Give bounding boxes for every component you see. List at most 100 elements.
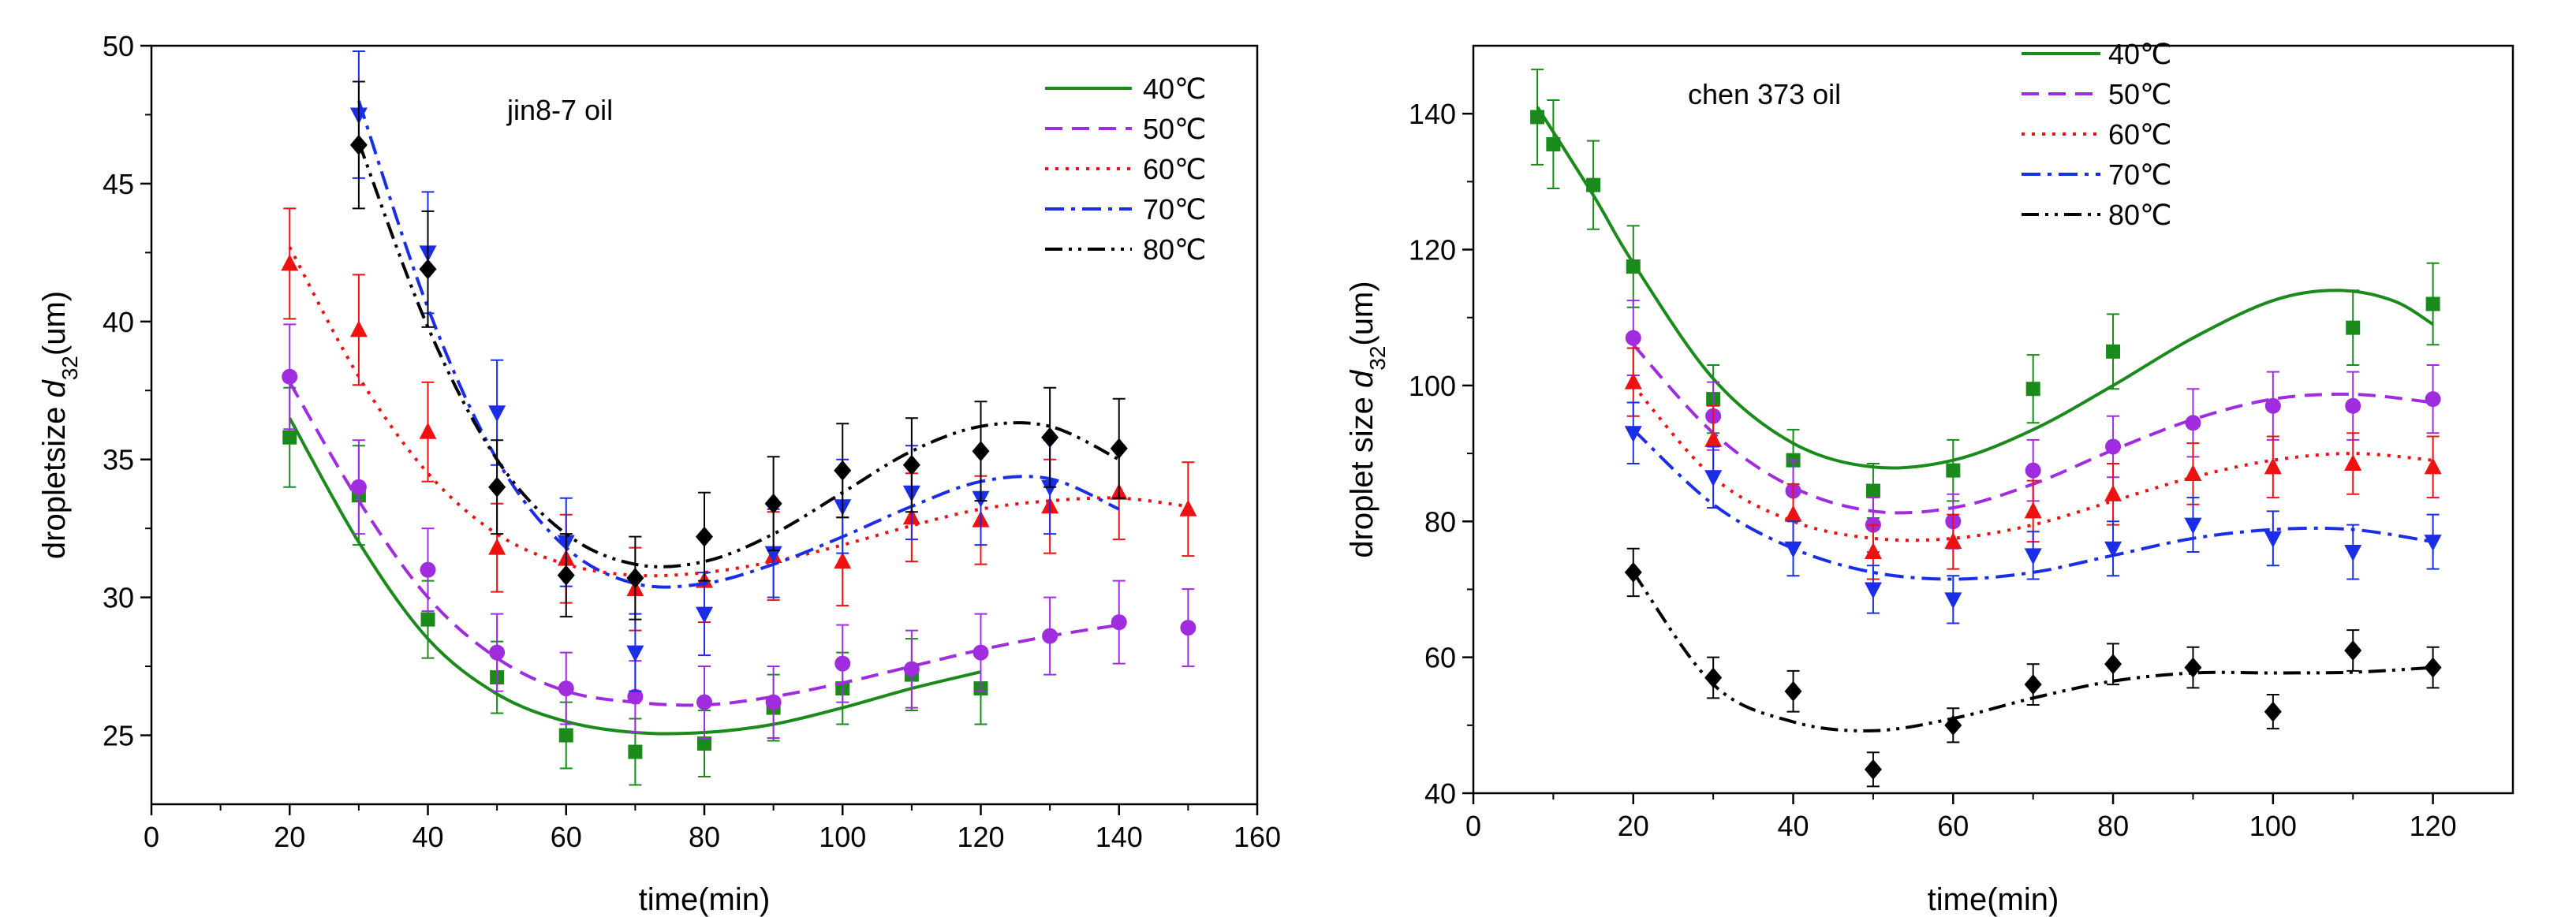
data-point (1624, 372, 1642, 390)
data-point (1041, 427, 1059, 448)
x-tick-label: 20 (274, 821, 305, 853)
data-point (2344, 545, 2362, 562)
y-tick-label: 140 (1409, 98, 1456, 130)
data-point (2344, 454, 2362, 472)
x-tick-label: 60 (1937, 810, 1969, 842)
chart-chen-373-ylabel-suffix: (um) (1345, 281, 1379, 345)
data-point (488, 538, 506, 555)
data-point (282, 430, 297, 445)
data-point (2264, 397, 2281, 414)
chart-chen-373-xlabel: time(min) (1928, 882, 2059, 917)
data-point (2184, 464, 2202, 481)
chart-chen-373-ylabel-prefix: droplet size (1345, 388, 1379, 558)
series-jin8-7-4 (349, 80, 1128, 621)
x-tick-label: 0 (1465, 810, 1481, 842)
data-point (349, 134, 368, 155)
legend-item: 50℃ (2022, 78, 2171, 110)
data-point (2264, 457, 2282, 475)
chart-jin8-7: 0 20 40 60 80 100 120 140 160 25 30 35 40 45 50 jin8-7… (37, 30, 1281, 917)
data-point (1625, 330, 1641, 346)
x-tick-label: 120 (957, 821, 1004, 853)
chart-jin8-7-legend: 40℃ 50℃ 60℃ 70℃ 80℃ (1045, 73, 1206, 266)
chart-chen-373-legend: 40℃ 50℃ 60℃ 70℃ 80℃ (2022, 38, 2171, 231)
data-point (903, 661, 920, 677)
data-point (1944, 714, 1962, 736)
legend-item: 50℃ (1045, 113, 1206, 145)
legend-item: 80℃ (1045, 233, 1206, 266)
chart-jin8-7-ticks: 0 20 40 60 80 100 120 140 160 25 30 35 40 45 50 (103, 30, 1281, 853)
x-tick-label: 80 (689, 821, 720, 853)
chart-chen-373-annotation: chen 373 oil (1688, 78, 1841, 110)
x-tick-label: 100 (2249, 810, 2297, 842)
legend-item: 80℃ (2022, 199, 2171, 231)
data-point (2345, 397, 2361, 414)
chart-jin8-7-annotation: jin8-7 oil (506, 94, 613, 126)
series-chen-373-4 (1624, 547, 2442, 788)
x-tick-label: 40 (412, 821, 443, 853)
x-tick-label: 120 (2410, 810, 2457, 842)
data-point (1864, 542, 1882, 560)
series-chen-373-0 (1530, 69, 2440, 519)
data-point (1041, 479, 1059, 497)
data-point (2425, 296, 2440, 311)
data-point (2025, 462, 2041, 479)
fit-curve (1632, 343, 2433, 515)
data-point (1944, 592, 1962, 609)
data-point (1530, 110, 1545, 125)
data-point (2104, 654, 2122, 675)
data-point (2105, 438, 2122, 455)
data-point (973, 644, 989, 661)
data-point (2264, 531, 2282, 548)
legend-item: 40℃ (2022, 38, 2171, 70)
data-point (1624, 561, 1642, 583)
data-point (2024, 674, 2042, 695)
data-point (488, 476, 506, 498)
data-point (972, 441, 990, 462)
data-point (696, 526, 713, 547)
chart-jin8-7-ylabel-var: d (37, 379, 72, 398)
data-point (2425, 391, 2441, 408)
x-tick-label: 20 (1618, 810, 1649, 842)
data-point (696, 606, 713, 624)
data-point (834, 552, 852, 569)
data-point (2104, 484, 2122, 501)
data-point (1626, 259, 1641, 274)
data-point (1180, 620, 1197, 636)
data-point (1946, 463, 1961, 478)
data-point (764, 493, 782, 514)
chart-jin8-7-series (281, 50, 1197, 786)
legend-item: 60℃ (2022, 118, 2171, 151)
data-point (2106, 344, 2121, 359)
data-point (1546, 136, 1561, 151)
data-point (558, 680, 574, 697)
data-point (2424, 535, 2442, 552)
data-point (558, 728, 573, 743)
legend-label: 60℃ (2108, 118, 2171, 151)
data-point (626, 645, 644, 662)
fit-curve (288, 417, 981, 736)
legend-item: 70℃ (1045, 193, 1206, 226)
y-tick-label: 30 (103, 582, 134, 614)
legend-label: 70℃ (1143, 193, 1206, 226)
data-point (419, 259, 437, 280)
legend-label: 40℃ (1143, 73, 1206, 105)
legend-label: 80℃ (2108, 199, 2171, 231)
data-point (2346, 320, 2361, 335)
data-point (1784, 505, 1802, 522)
data-point (697, 736, 711, 751)
x-tick-label: 0 (144, 821, 159, 853)
data-point (902, 454, 920, 475)
x-tick-label: 80 (2097, 810, 2129, 842)
chart-jin8-7-ylabel-sub: 32 (58, 356, 82, 380)
chart-chen-373-ylabel-sub: 32 (1365, 346, 1390, 371)
data-point (627, 688, 644, 705)
x-tick-label: 60 (551, 821, 582, 853)
data-point (1864, 759, 1882, 780)
data-point (2184, 657, 2202, 678)
chart-chen-373-ylabel: droplet size d32(um) (1345, 281, 1390, 557)
chart-chen-373-ylabel-var: d (1345, 369, 1379, 388)
y-tick-label: 50 (103, 30, 134, 62)
data-point (1944, 532, 1962, 550)
legend-label: 80℃ (1143, 233, 1206, 266)
data-point (557, 565, 575, 586)
